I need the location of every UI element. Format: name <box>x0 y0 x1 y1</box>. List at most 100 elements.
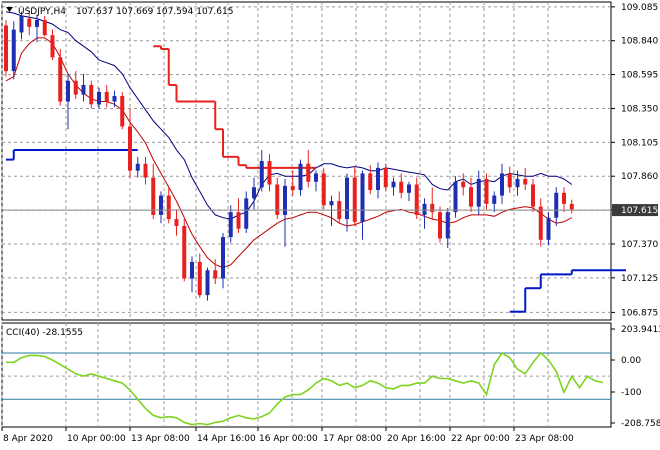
cci-axis: 203.9413 0.00 -100 -208.7581 <box>611 325 660 429</box>
last-price-line: 107.615 <box>2 204 658 217</box>
candle-body <box>252 187 256 199</box>
chart-menu-icon[interactable] <box>6 7 13 12</box>
cci-line <box>6 351 603 426</box>
price-tick-label: 107.860 <box>621 172 658 182</box>
candle-body <box>407 184 411 193</box>
candle-body <box>213 270 218 279</box>
price-panel-frame <box>1 1 612 321</box>
time-tick-label: 16 Apr 00:00 <box>259 434 318 444</box>
candle-body <box>151 177 156 215</box>
candle-body <box>515 178 520 188</box>
candle-body <box>306 163 311 182</box>
candle-body <box>321 173 326 206</box>
price-tick-label: 106.875 <box>621 308 658 318</box>
time-tick-label: 17 Apr 08:00 <box>323 434 382 444</box>
price-panel[interactable]: 109.085 108.840 108.595 108.350 108.105 107.8… <box>1 1 658 321</box>
candle-body <box>329 201 334 206</box>
candle-body <box>259 161 264 188</box>
candle-body <box>236 212 241 229</box>
candle-body <box>159 195 163 215</box>
candle-body <box>360 173 365 222</box>
psar-low-line <box>6 148 626 313</box>
candle-body <box>58 57 63 102</box>
time-tick-label: 22 Apr 00:00 <box>451 434 510 444</box>
candle-body <box>453 181 458 213</box>
time-tick-label: 20 Apr 16:00 <box>387 434 446 444</box>
candle-body <box>430 203 435 213</box>
last-price-label: 107.615 <box>621 206 658 216</box>
candle-body <box>500 173 504 196</box>
candle-body <box>399 181 404 193</box>
cci-panel-frame <box>1 322 612 428</box>
price-tick-label: 108.840 <box>621 37 658 47</box>
candle-body <box>135 163 140 171</box>
time-axis: 8 Apr 2020 10 Apr 00:00 13 Apr 08:00 14 Apr… <box>1 427 574 444</box>
lower-band-path <box>5 37 573 269</box>
time-tick-label: 8 Apr 2020 <box>3 434 53 444</box>
candle-body <box>50 35 55 58</box>
candle-body <box>352 177 357 222</box>
ohlc-readout: 107.637 107.669 107.594 107.615 <box>76 7 233 17</box>
candle-body <box>11 29 16 72</box>
candle-body <box>554 192 559 218</box>
candle-body <box>73 80 78 95</box>
candle-body <box>531 184 535 207</box>
time-tick-label: 10 Apr 00:00 <box>67 434 126 444</box>
candle-body <box>97 91 101 105</box>
candle-body <box>19 15 24 33</box>
symbol-label: USDJPY,H4 <box>18 7 66 17</box>
candle-body <box>422 203 427 215</box>
candle-body <box>81 84 86 95</box>
candle-body <box>314 173 318 182</box>
candle-body <box>538 206 543 240</box>
candle-body <box>104 91 109 102</box>
time-tick-label: 13 Apr 08:00 <box>131 434 190 444</box>
price-grid <box>1 2 611 320</box>
candle-body <box>174 219 179 226</box>
candle-body <box>4 25 8 72</box>
candle-body <box>267 161 272 185</box>
lower-band-line <box>5 37 573 269</box>
cci-tick-label: 0.00 <box>621 356 641 366</box>
cci-tick-label: 203.9413 <box>621 325 660 335</box>
candle-body <box>228 212 233 238</box>
candle-body <box>461 181 466 188</box>
candle-body <box>523 178 528 185</box>
price-tick-label: 108.350 <box>621 104 658 114</box>
price-tick-label: 108.105 <box>621 138 658 148</box>
time-tick-label: 23 Apr 08:00 <box>515 434 574 444</box>
candle-body <box>221 237 225 279</box>
candle-body <box>166 195 171 220</box>
candle-body <box>383 167 388 188</box>
candle-body <box>469 187 473 207</box>
indicator-label: CCI(40) -28.1555 <box>6 328 83 338</box>
candle-body <box>368 173 373 191</box>
candle-body <box>345 177 349 220</box>
candle-body <box>445 212 450 239</box>
candle-body <box>182 225 187 279</box>
candle-body <box>290 185 295 191</box>
candle-body <box>376 167 380 191</box>
candle-body <box>35 19 39 27</box>
candle-body <box>298 163 303 191</box>
candle-body <box>190 261 194 279</box>
psar-high-line <box>153 45 316 169</box>
price-tick-label: 107.125 <box>621 274 658 284</box>
cci-grid <box>1 323 549 427</box>
candle-body <box>569 203 574 210</box>
last-price-tag <box>612 204 658 217</box>
candle-body <box>128 126 132 171</box>
candle-body <box>205 270 210 296</box>
candle-body <box>27 18 32 27</box>
candle-body <box>197 261 202 296</box>
candles <box>4 10 574 301</box>
time-tick-label: 14 Apr 16:00 <box>197 434 256 444</box>
cci-panel[interactable]: 203.9413 0.00 -100 -208.7581 CCI(40) -28.15… <box>1 322 660 429</box>
cci-level-lines <box>2 352 611 400</box>
price-tick-label: 109.085 <box>621 3 658 13</box>
cci-line-path <box>6 351 603 426</box>
price-tick-label: 108.595 <box>621 71 658 81</box>
candle-body <box>143 163 148 178</box>
candle-body <box>112 96 117 102</box>
